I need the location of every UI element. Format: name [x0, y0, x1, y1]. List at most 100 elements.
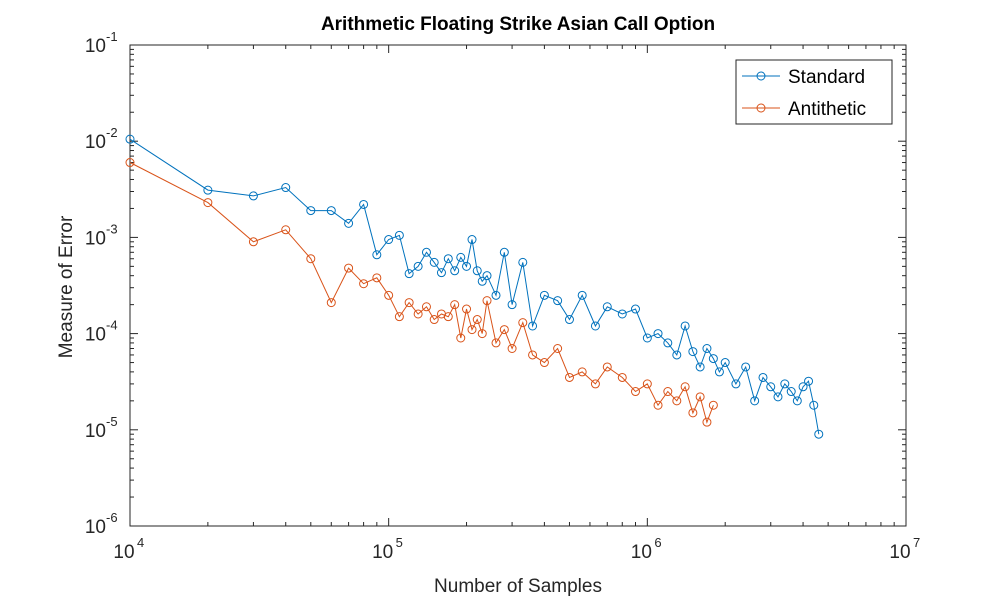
- y-tick-exponent: -1: [106, 29, 118, 44]
- data-point: [564, 315, 574, 325]
- data-point: [404, 298, 414, 308]
- data-point: [577, 290, 587, 300]
- data-point: [450, 300, 460, 310]
- plot-area: 10 4 10 5 10 6 10 710 -610 -510 -410 -310 -210 -1: [85, 29, 920, 563]
- data-point: [248, 191, 258, 201]
- y-tick-label: 10: [85, 228, 106, 249]
- data-point: [326, 206, 336, 216]
- x-tick-exponent: 5: [396, 535, 403, 550]
- data-point: [421, 247, 431, 257]
- data-point: [499, 325, 509, 335]
- y-tick-label: 10: [85, 421, 106, 442]
- data-point: [306, 254, 316, 264]
- legend-marker: [756, 103, 766, 113]
- data-point: [125, 134, 135, 144]
- legend: Standard Antithetic: [735, 59, 893, 125]
- data-point: [695, 362, 705, 372]
- data-point: [482, 296, 492, 306]
- data-point: [507, 300, 517, 310]
- series-antithetic: [125, 158, 718, 427]
- data-point: [653, 329, 663, 339]
- x-tick-label: 10: [113, 542, 134, 563]
- y-tick-exponent: -4: [106, 318, 118, 333]
- data-point: [528, 321, 538, 331]
- data-point: [672, 350, 682, 360]
- data-point: [804, 376, 814, 386]
- data-point: [472, 315, 482, 325]
- data-point: [384, 235, 394, 245]
- data-point: [518, 318, 528, 328]
- data-point: [394, 230, 404, 240]
- data-point: [248, 237, 258, 247]
- data-point: [714, 367, 724, 377]
- data-point: [203, 198, 213, 208]
- data-point: [642, 333, 652, 343]
- data-point: [653, 400, 663, 410]
- data-point: [491, 338, 501, 348]
- y-tick-exponent: -3: [106, 221, 118, 236]
- series-line: [129, 138, 820, 435]
- series-standard: [125, 134, 824, 439]
- data-point: [462, 261, 472, 271]
- data-point: [695, 392, 705, 402]
- data-point: [708, 400, 718, 410]
- data-point: [617, 309, 627, 319]
- data-point: [528, 350, 538, 360]
- y-tick-label: 10: [85, 132, 106, 153]
- data-point: [680, 321, 690, 331]
- data-point: [413, 261, 423, 271]
- data-point: [642, 379, 652, 389]
- x-tick-exponent: 4: [137, 535, 144, 550]
- data-point: [499, 247, 509, 257]
- data-point: [590, 321, 600, 331]
- data-point: [702, 417, 712, 427]
- data-point: [344, 218, 354, 228]
- data-point: [750, 396, 760, 406]
- data-point: [462, 304, 472, 314]
- data-point: [429, 257, 439, 267]
- data-point: [741, 362, 751, 372]
- data-point: [780, 379, 790, 389]
- data-point: [731, 379, 741, 389]
- data-point: [553, 344, 563, 354]
- data-point: [553, 296, 563, 306]
- data-point: [372, 273, 382, 283]
- data-point: [792, 396, 802, 406]
- data-point: [688, 347, 698, 357]
- data-point: [203, 185, 213, 195]
- data-point: [404, 269, 414, 279]
- data-point: [720, 358, 730, 368]
- data-point: [372, 250, 382, 260]
- data-point: [467, 235, 477, 245]
- data-point: [539, 290, 549, 300]
- data-point: [429, 315, 439, 325]
- data-point: [281, 183, 291, 193]
- data-point: [306, 206, 316, 216]
- data-point: [590, 379, 600, 389]
- data-point: [326, 298, 336, 308]
- data-point: [766, 382, 776, 392]
- y-tick-label: 10: [85, 325, 106, 346]
- y-tick-exponent: -5: [106, 414, 118, 429]
- data-point: [467, 325, 477, 335]
- y-axis-label: Measure of Error: [56, 215, 77, 358]
- data-point: [482, 271, 492, 281]
- data-point: [680, 382, 690, 392]
- x-tick-label: 10: [889, 542, 910, 563]
- data-point: [507, 344, 517, 354]
- data-point: [617, 372, 627, 382]
- x-tick-label: 10: [631, 542, 652, 563]
- data-point: [384, 290, 394, 300]
- y-tick-label: 10: [85, 517, 106, 538]
- data-point: [663, 387, 673, 397]
- data-point: [630, 304, 640, 314]
- x-tick-exponent: 6: [654, 535, 661, 550]
- data-point: [436, 268, 446, 278]
- data-point: [602, 302, 612, 312]
- x-tick-label: 10: [372, 542, 393, 563]
- data-point: [663, 338, 673, 348]
- data-point: [577, 367, 587, 377]
- legend-box: [735, 59, 893, 125]
- y-tick-exponent: -6: [106, 510, 118, 525]
- data-point: [539, 358, 549, 368]
